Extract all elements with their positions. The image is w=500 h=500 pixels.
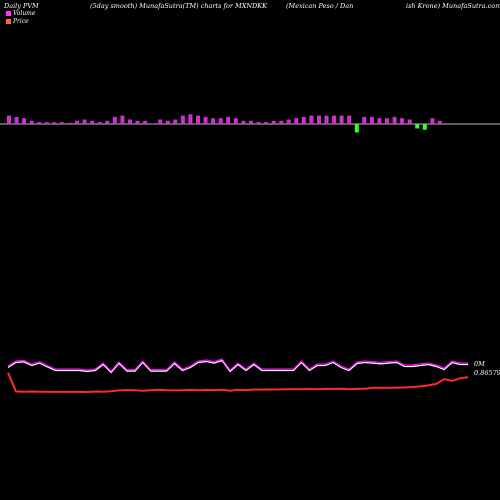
- volume-bar: [377, 118, 382, 124]
- volume-bar: [286, 119, 291, 124]
- volume-bar: [203, 116, 208, 124]
- volume-bar: [52, 122, 57, 124]
- legend-volume: Volume: [6, 10, 35, 17]
- volume-bar: [362, 116, 367, 124]
- volume-bar: [196, 115, 200, 124]
- volume-bar: [400, 118, 405, 124]
- volume-bar: [385, 118, 389, 124]
- volume-bar: [294, 118, 299, 124]
- legend-price: Price: [6, 18, 29, 25]
- volume-bar: [301, 116, 306, 124]
- volume-bar: [59, 122, 64, 124]
- volume-bar: [415, 124, 420, 129]
- volume-bar: [354, 124, 359, 133]
- volume-bar: [120, 115, 125, 124]
- volume-bar: [218, 118, 223, 124]
- volume-bar: [90, 120, 95, 124]
- volume-bar: [324, 115, 329, 124]
- volume-bar: [128, 119, 132, 124]
- volume-bar: [347, 115, 352, 124]
- volume-bar: [29, 120, 34, 124]
- chart-title-pair: (Mexican Peso / Dan: [286, 2, 354, 10]
- volume-bar: [226, 116, 231, 124]
- volume-bar: [241, 120, 246, 124]
- volume-bar: [22, 118, 27, 124]
- volume-bar: [7, 115, 11, 124]
- volume-bar: [430, 118, 435, 124]
- chart-title-site: ish Krone) MunafaSutra.com: [406, 2, 500, 10]
- pvm-line: [7, 358, 468, 372]
- volume-bar: [309, 115, 314, 124]
- volume-bar: [279, 120, 284, 124]
- volume-last-label: 0M: [474, 360, 485, 368]
- legend-price-swatch: [6, 19, 11, 24]
- chart-title-left: Daily PVM: [4, 2, 39, 10]
- volume-bar: [256, 122, 261, 124]
- volume-bar: [14, 116, 19, 124]
- volume-bar: [97, 122, 102, 124]
- volume-bar: [158, 119, 163, 124]
- volume-bar: [37, 122, 42, 124]
- volume-bar: [264, 122, 268, 124]
- volume-bar: [437, 120, 442, 124]
- volume-bar: [392, 116, 397, 124]
- price-last-label: 0.86579: [474, 369, 500, 377]
- volume-bar: [143, 120, 148, 124]
- volume-bar: [44, 122, 49, 124]
- volume-bar: [67, 122, 72, 125]
- volume-bars: [7, 114, 442, 133]
- volume-bar: [339, 115, 344, 124]
- legend-volume-label: Volume: [13, 10, 36, 17]
- volume-bar: [173, 119, 178, 124]
- volume-bar: [407, 119, 412, 124]
- volume-bar: [112, 116, 117, 124]
- volume-bar: [150, 123, 155, 124]
- volume-bar: [248, 120, 253, 124]
- volume-bar: [233, 118, 238, 124]
- volume-bar: [271, 120, 276, 124]
- volume-bar: [332, 115, 337, 124]
- volume-bar: [422, 124, 427, 130]
- volume-bar: [211, 118, 216, 124]
- volume-bar: [82, 119, 87, 124]
- legend-volume-swatch: [6, 11, 11, 16]
- volume-bar: [317, 115, 321, 124]
- legend-price-label: Price: [13, 18, 29, 25]
- chart-title-center: (5day smooth) MunafaSutra(TM) charts for…: [90, 2, 267, 10]
- volume-bar: [165, 120, 170, 124]
- volume-bar: [75, 120, 79, 124]
- price-line: [7, 372, 469, 394]
- volume-bar: [180, 115, 185, 124]
- volume-bar: [188, 114, 193, 124]
- pvm-line-shadow: [7, 359, 468, 374]
- volume-bar: [369, 116, 374, 124]
- volume-bar: [105, 120, 110, 124]
- volume-bar: [135, 120, 140, 124]
